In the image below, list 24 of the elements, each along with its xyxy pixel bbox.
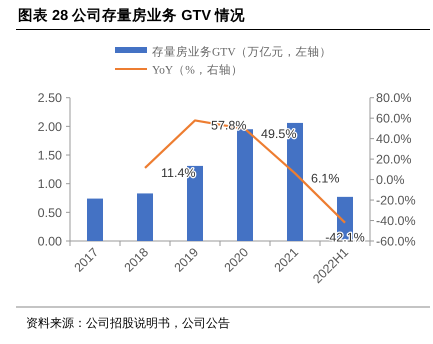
text: 资料来源：公司招股说明书，公司公告 (26, 316, 230, 330)
y-tick-label: 1.50 (38, 148, 62, 163)
chart-title: 图表 28 公司存量房业务 GTV 情况 (18, 6, 246, 24)
y2-tick-label: 40.0% (376, 132, 412, 146)
y2-tick-label: 0.0% (376, 173, 404, 188)
data-label: -42.1% (325, 230, 365, 245)
bar (137, 193, 153, 241)
y2-tick-label: -60.0% (376, 234, 416, 248)
legend-label: YoY（%，右轴） (152, 64, 243, 76)
y-tick-label: 0.50 (38, 206, 62, 220)
y-tick-label: 1.00 (38, 177, 62, 192)
legend-label: 存量房业务GTV（万亿元，左轴） (152, 44, 332, 58)
y-tick-label: 2.50 (38, 91, 62, 106)
data-label: 6.1% (311, 171, 340, 186)
bar (87, 198, 103, 241)
y2-tick-label: 80.0% (376, 91, 412, 106)
y2-tick-label: 60.0% (376, 112, 412, 126)
y2-tick-label: -40.0% (376, 214, 416, 228)
y2-tick-label: 20.0% (376, 152, 412, 167)
y-tick-label: 2.00 (38, 120, 62, 134)
y-tick-label: 0.00 (38, 234, 62, 248)
bar (237, 129, 253, 241)
line-series (144, 119, 346, 224)
y2-tick-label: -20.0% (376, 194, 416, 208)
